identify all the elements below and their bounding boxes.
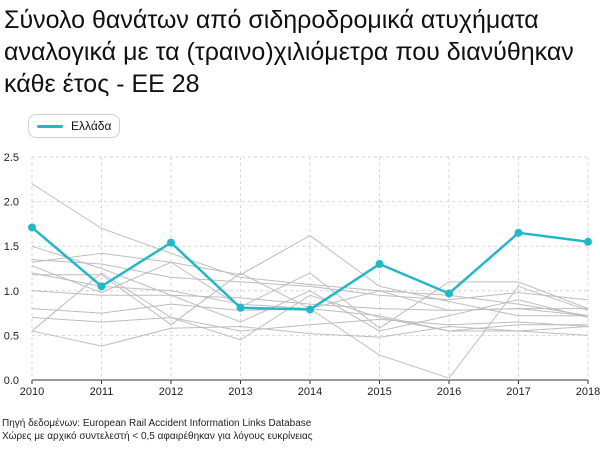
series-line-country-11 bbox=[31, 272, 589, 341]
series-line-country-9 bbox=[31, 245, 589, 332]
y-tick-label: 0.5 bbox=[4, 330, 19, 342]
data-point-greece[interactable] bbox=[236, 303, 245, 312]
data-point-greece[interactable] bbox=[514, 228, 523, 237]
series-line-country-12 bbox=[31, 259, 589, 301]
y-tick-label: 1.5 bbox=[4, 241, 19, 253]
y-axis-ticks: 0.0 0.5 1.0 1.5 2.0 2.5 bbox=[4, 152, 19, 387]
data-point-greece[interactable] bbox=[375, 260, 384, 269]
highlight-series bbox=[28, 223, 592, 314]
footer: Πηγή δεδομένων: European Rail Accident I… bbox=[2, 417, 313, 443]
data-point-greece[interactable] bbox=[306, 305, 314, 314]
chart-title: Σύνολο θανάτων από σιδηροδρομικά ατυχήμα… bbox=[4, 6, 574, 98]
x-tick-label: 2016 bbox=[437, 386, 461, 398]
x-tick-label: 2012 bbox=[159, 386, 183, 398]
x-tick-label: 2017 bbox=[506, 386, 530, 398]
series-line-country-2 bbox=[31, 234, 588, 317]
data-point-greece[interactable] bbox=[167, 238, 175, 247]
exclusion-note: Χώρες με αρχικό συντελεστή < 0,5 αφαιρέθ… bbox=[2, 431, 313, 442]
series-line-country-8 bbox=[31, 325, 589, 347]
y-tick-label: 0.0 bbox=[4, 375, 19, 387]
x-tick-label: 2018 bbox=[576, 386, 600, 398]
x-tick-label: 2011 bbox=[90, 386, 114, 398]
y-tick-label: 2.0 bbox=[4, 197, 19, 209]
data-point-greece[interactable] bbox=[97, 282, 106, 291]
x-tick-label: 2010 bbox=[20, 386, 44, 398]
x-tick-label: 2014 bbox=[298, 386, 322, 398]
series-line-country-1 bbox=[31, 183, 589, 317]
y-tick-label: 1.0 bbox=[4, 286, 19, 298]
legend-swatch-greece bbox=[37, 124, 63, 128]
series-line-country-6 bbox=[31, 290, 589, 317]
data-point-greece[interactable] bbox=[584, 237, 592, 246]
legend-label-greece: Ελλάδα bbox=[71, 119, 112, 133]
y-tick-label: 2.5 bbox=[4, 152, 19, 164]
source-note: Πηγή δεδομένων: European Rail Accident I… bbox=[2, 418, 312, 429]
legend[interactable]: Ελλάδα bbox=[28, 114, 121, 138]
data-point-greece[interactable] bbox=[28, 223, 36, 232]
x-axis-ticks: 2010 2011 2012 2013 2014 2015 2016 2017 2018 bbox=[20, 386, 600, 398]
x-tick-label: 2015 bbox=[367, 386, 391, 398]
gridlines bbox=[31, 156, 589, 384]
data-point-greece[interactable] bbox=[445, 289, 453, 298]
series-line-country-3 bbox=[31, 261, 589, 329]
series-line-country-10 bbox=[31, 317, 589, 332]
x-tick-label: 2013 bbox=[228, 386, 252, 398]
